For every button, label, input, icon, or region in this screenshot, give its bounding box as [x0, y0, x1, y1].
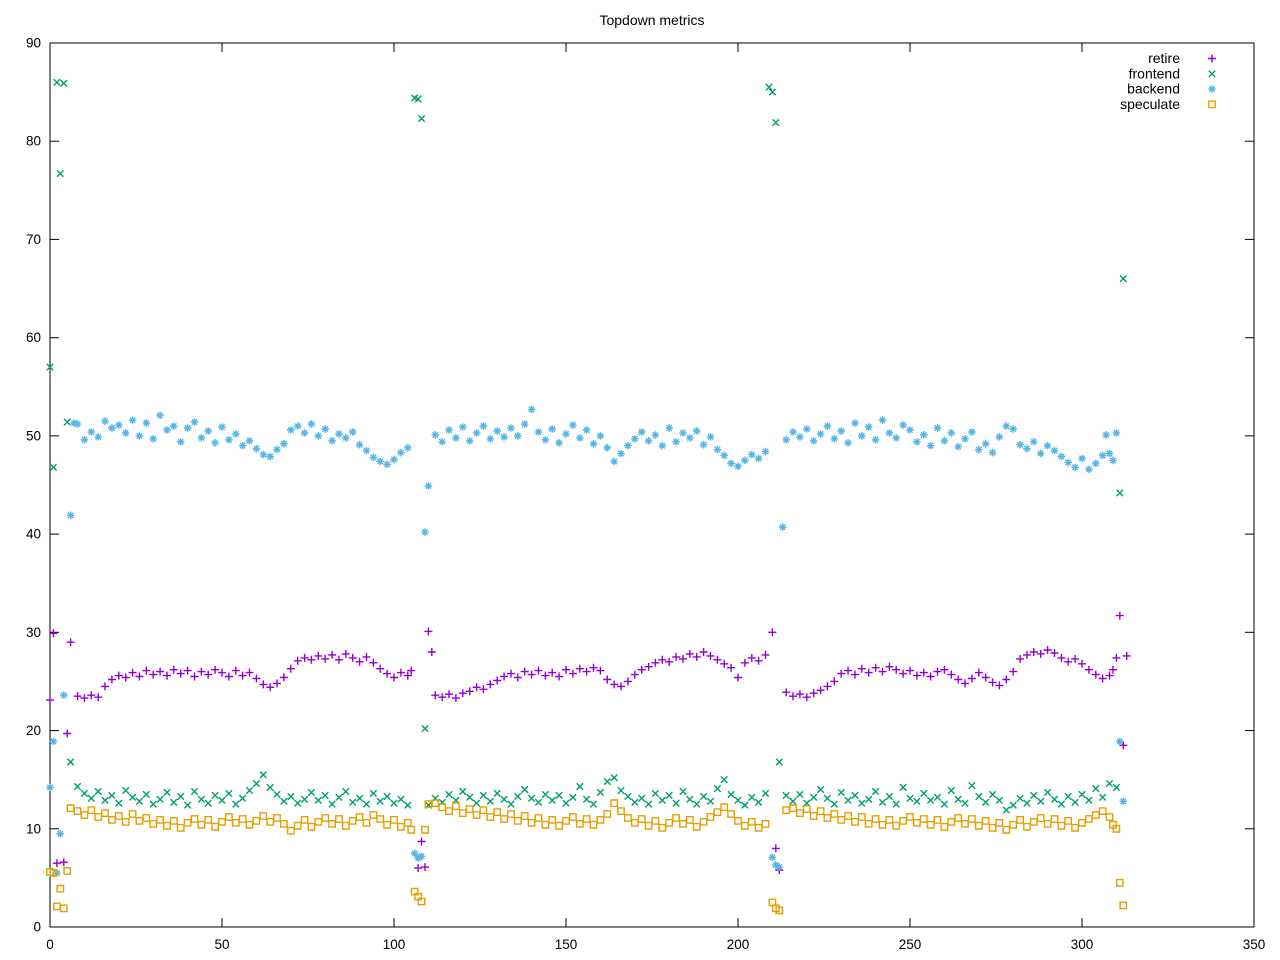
legend-cross-icon	[1208, 70, 1216, 78]
x-tick-label: 300	[1071, 937, 1094, 952]
axis-ticks	[49, 42, 1255, 928]
y-tick-label: 50	[26, 428, 41, 443]
x-tick-label: 250	[899, 937, 922, 952]
legend-square-icon	[1208, 100, 1216, 109]
legend-label-retire: retire	[1148, 50, 1180, 66]
y-tick-label: 10	[26, 821, 41, 836]
x-tick-label: 200	[727, 937, 750, 952]
legend-plus-icon	[1208, 54, 1216, 63]
y-tick-label: 90	[26, 36, 41, 51]
x-tick-label: 350	[1243, 937, 1266, 952]
axis-tick-labels: 0 10 20 30 40 50 60 70 80 90 0 50 100 150 200 250 300 350	[26, 36, 1265, 953]
legend-label-backend: backend	[1127, 81, 1180, 97]
series-backend-points	[46, 405, 1128, 877]
legend-label-speculate: speculate	[1120, 96, 1180, 112]
y-tick-label: 40	[26, 527, 41, 542]
legend-asterisk-icon	[1208, 85, 1216, 93]
y-tick-label: 0	[33, 920, 41, 935]
series-retire-points	[46, 611, 1131, 874]
series-frontend-points	[46, 78, 1127, 814]
series-speculate-points	[46, 799, 1128, 915]
x-tick-label: 0	[46, 937, 54, 952]
y-tick-label: 70	[26, 232, 41, 247]
x-tick-label: 100	[383, 937, 406, 952]
chart-title: Topdown metrics	[599, 12, 705, 28]
y-tick-label: 30	[26, 625, 41, 640]
plot-border	[49, 42, 1255, 928]
x-tick-label: 150	[555, 937, 578, 952]
legend-label-frontend: frontend	[1129, 65, 1180, 81]
x-tick-label: 50	[214, 937, 229, 952]
y-tick-label: 60	[26, 330, 41, 345]
y-tick-label: 80	[26, 134, 41, 149]
y-tick-label: 20	[26, 723, 41, 738]
